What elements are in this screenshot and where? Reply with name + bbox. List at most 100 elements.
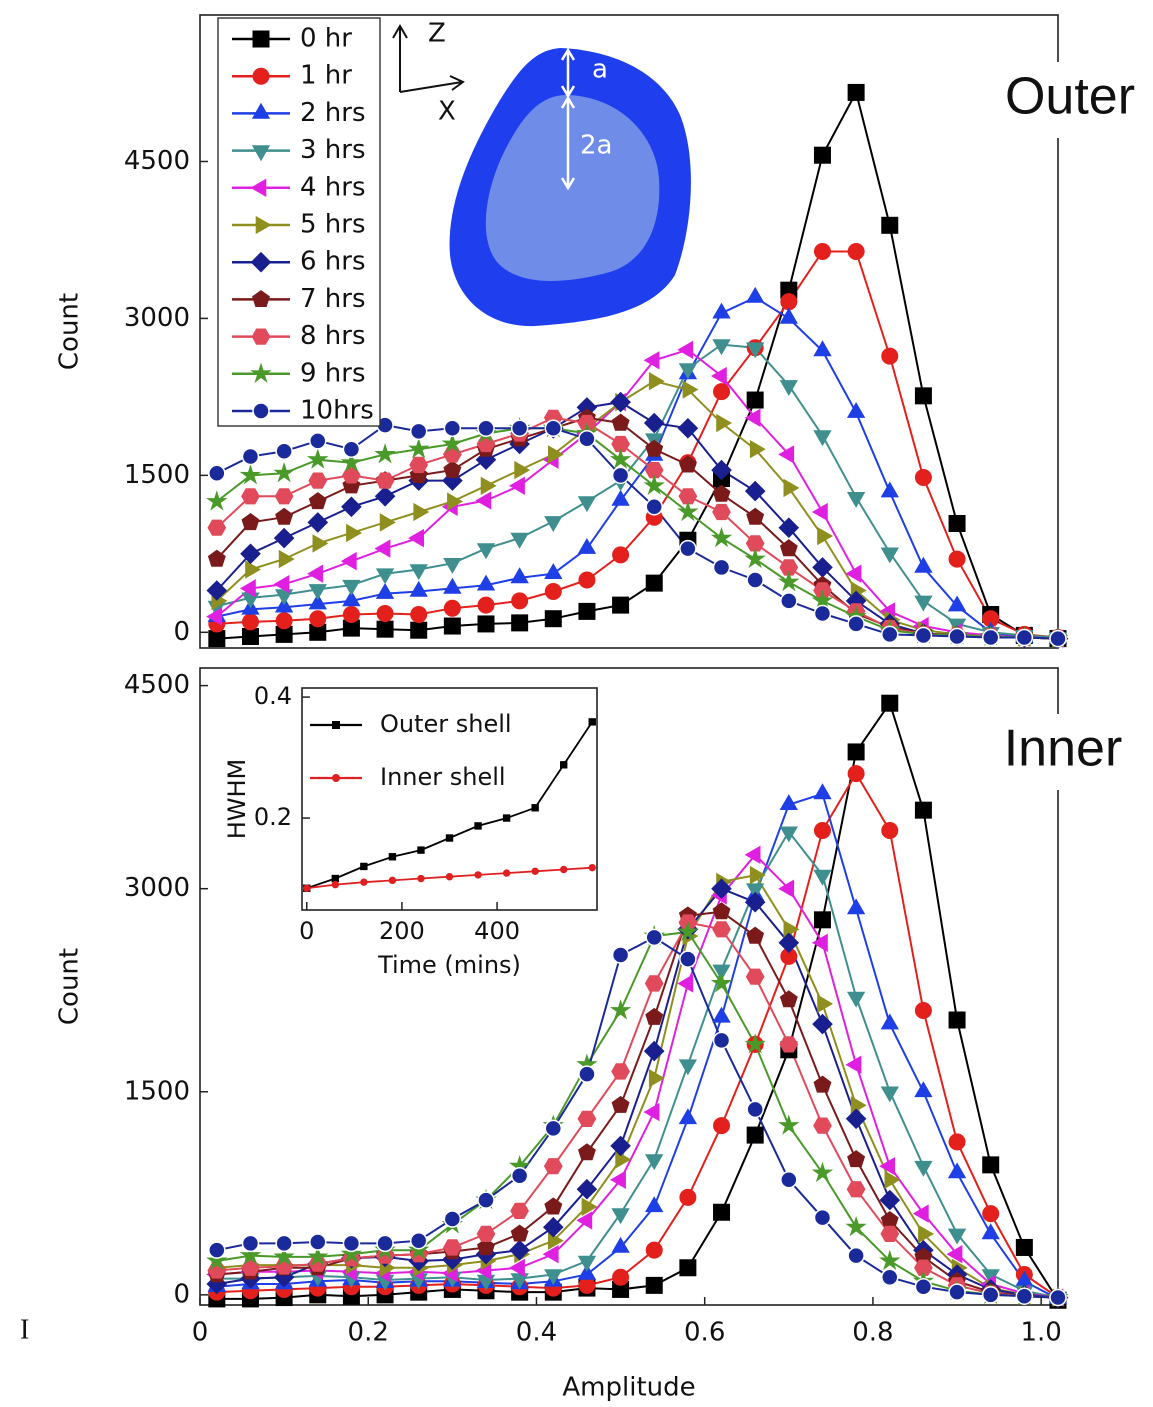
annotation-bg: [983, 714, 1143, 790]
marker: [275, 507, 294, 525]
marker: [948, 514, 966, 532]
marker: [342, 590, 361, 607]
legend-label: 7 hrs: [300, 284, 366, 314]
marker: [1049, 1288, 1067, 1307]
legend-box: [217, 17, 381, 427]
plot-area: [206, 83, 1069, 649]
marker: [811, 933, 828, 953]
shell-diagram: a 2a Z X: [392, 19, 691, 327]
marker: [645, 1007, 664, 1025]
marker: [206, 1249, 228, 1271]
marker: [677, 500, 699, 522]
marker: [914, 1002, 932, 1020]
marker: [514, 460, 531, 480]
marker: [208, 630, 226, 648]
marker: [713, 383, 731, 401]
marker: [342, 1234, 361, 1253]
marker: [609, 1170, 626, 1189]
marker: [611, 1236, 630, 1253]
marker: [239, 464, 262, 485]
marker: [678, 488, 698, 505]
legend-marker: [250, 178, 267, 197]
marker: [881, 821, 899, 839]
marker: [611, 1208, 630, 1225]
y-axis-label: HWHM: [223, 759, 251, 840]
y-tick-label: 0: [173, 1279, 190, 1309]
marker: [645, 498, 663, 516]
marker: [881, 694, 899, 712]
marker: [443, 1239, 462, 1256]
marker: [914, 1160, 933, 1177]
marker: [677, 920, 699, 942]
marker: [746, 1126, 764, 1144]
marker: [612, 596, 630, 614]
marker: [476, 574, 496, 591]
y-tick-label: 0: [173, 617, 190, 647]
marker: [510, 567, 529, 584]
marker: [881, 347, 899, 365]
marker: [847, 743, 865, 761]
x-tick-label: 1.0: [1020, 1318, 1061, 1348]
marker: [410, 621, 428, 639]
marker: [644, 462, 664, 479]
marker: [845, 1215, 867, 1237]
marker: [645, 439, 664, 457]
marker: [914, 1259, 933, 1276]
marker: [948, 1133, 966, 1151]
marker: [881, 216, 899, 234]
marker: [881, 625, 899, 644]
legend-marker: [252, 30, 270, 48]
marker: [374, 443, 396, 464]
y-tick-label: 0.2: [254, 803, 292, 831]
marker: [331, 880, 340, 889]
marker: [947, 1228, 967, 1245]
legend-label: 3 hrs: [300, 135, 366, 165]
marker: [409, 456, 429, 473]
legend-marker: [332, 774, 340, 782]
marker: [576, 1211, 593, 1230]
marker: [746, 391, 764, 409]
marker: [845, 1055, 862, 1074]
marker: [947, 595, 967, 612]
marker: [779, 794, 798, 810]
marker: [710, 526, 733, 548]
marker: [643, 412, 665, 434]
marker: [308, 472, 328, 489]
marker: [208, 464, 226, 483]
legend-marker: [252, 67, 270, 85]
marker: [544, 1119, 563, 1138]
marker: [207, 519, 227, 536]
marker: [611, 413, 630, 431]
marker: [542, 1216, 564, 1238]
marker: [510, 1166, 529, 1185]
marker: [645, 574, 663, 592]
marker: [609, 448, 632, 469]
marker: [779, 559, 799, 576]
marker: [643, 1102, 660, 1122]
marker: [847, 1150, 866, 1168]
marker: [588, 718, 596, 726]
marker: [744, 891, 766, 913]
x-tick-label: 200: [379, 917, 425, 945]
legend-label: 8 hrs: [300, 321, 366, 351]
marker: [615, 1150, 632, 1169]
marker: [981, 628, 1000, 647]
marker: [1049, 629, 1067, 648]
legend-label: 2 hrs: [300, 98, 366, 128]
marker: [778, 1114, 800, 1135]
marker: [881, 1268, 899, 1286]
marker: [544, 419, 563, 438]
marker: [645, 1241, 663, 1259]
x-axis-label: Amplitude: [562, 1373, 695, 1403]
marker: [206, 490, 228, 511]
plot-area: [206, 694, 1069, 1309]
marker: [342, 440, 361, 458]
marker: [544, 563, 563, 579]
marker: [375, 472, 395, 489]
y-axis-label: Count: [55, 948, 85, 1025]
marker: [880, 1086, 899, 1103]
marker: [947, 1162, 967, 1179]
marker: [880, 1013, 899, 1030]
marker: [309, 1233, 327, 1251]
